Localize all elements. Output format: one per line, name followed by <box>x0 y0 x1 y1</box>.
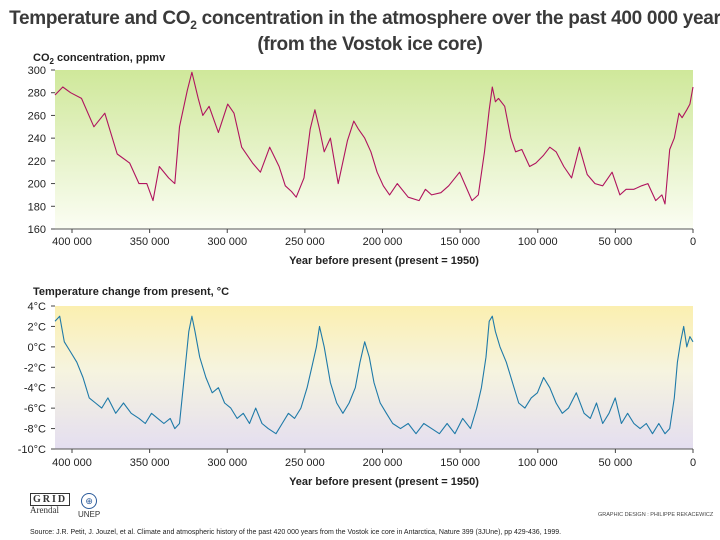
title-text-a: Temperature and CO <box>9 8 191 29</box>
temp-x-tick-label: 100 000 <box>518 457 558 469</box>
grid-arendal-logo: GRID Arendal <box>30 493 71 515</box>
temp-plot-background <box>55 306 693 449</box>
co2-series-line <box>54 71 694 205</box>
co2-x-tick-label: 150 000 <box>440 236 480 248</box>
temp-y-tick-label: 0°C <box>28 342 47 354</box>
co2-ylabel-subscript: 2 <box>49 57 54 67</box>
temp-y-tick-label: -2°C <box>24 362 46 374</box>
arendal-logo-text: Arendal <box>30 505 59 515</box>
graphic-design-credit: GRAPHIC DESIGN : PHILIPPE REKACEWICZ <box>598 512 714 518</box>
temp-y-tick-label: -6°C <box>24 403 46 415</box>
temp-x-axis-title: Year before present (present = 1950) <box>289 476 479 488</box>
co2-y-tick-label: 260 <box>28 110 46 122</box>
co2-x-tick-label: 100 000 <box>518 236 558 248</box>
grid-logo-text: GRID <box>30 493 71 506</box>
temp-y-tick-label: 4°C <box>28 301 47 313</box>
co2-x-tick-label: 300 000 <box>207 236 247 248</box>
temp-x-tick-label: 150 000 <box>440 457 480 469</box>
co2-ylabel-text-a: CO <box>33 52 50 64</box>
temp-x-tick-label: 0 <box>690 457 696 469</box>
temp-x-tick-label: 200 000 <box>363 457 403 469</box>
co2-y-axis-label: CO2 concentration, ppmv <box>33 52 165 66</box>
temp-y-tick-label: -4°C <box>24 383 46 395</box>
co2-y-tick-label: 280 <box>28 88 46 100</box>
temp-y-axis-label: Temperature change from present, °C <box>33 286 230 298</box>
co2-y-tick-label: 160 <box>28 224 46 236</box>
co2-x-tick-label: 200 000 <box>363 236 403 248</box>
title-text-b: concentration in the atmosphere over the… <box>196 8 720 29</box>
temp-y-tick-label: 2°C <box>28 321 47 333</box>
temp-x-tick-label: 50 000 <box>599 457 633 469</box>
source-citation: Source: J.R. Petit, J. Jouzel, et al. Cl… <box>30 529 562 536</box>
un-emblem-icon: ⊕ <box>81 493 98 509</box>
co2-x-tick-label: 250 000 <box>285 236 325 248</box>
temperature-chart: 4°C 2°C 0°C -2°C -4°C -6°C -8°C -10°C 400 000 350… <box>18 301 696 488</box>
title-subscript: 2 <box>190 17 197 32</box>
temp-x-tick-label: 250 000 <box>285 457 325 469</box>
co2-y-tick-label: 220 <box>28 156 46 168</box>
unep-logo: ⊕ UNEP <box>78 493 100 519</box>
co2-y-tick-label: 300 <box>28 65 46 77</box>
unep-logo-text: UNEP <box>78 510 101 519</box>
co2-y-tick-label: 240 <box>28 133 46 145</box>
temp-series-line <box>54 315 694 435</box>
co2-x-tick-label: 400 000 <box>52 236 92 248</box>
co2-plot-background <box>55 70 693 229</box>
co2-y-tick-label: 200 <box>28 179 46 191</box>
temp-x-tick-label: 300 000 <box>207 457 247 469</box>
temp-y-tick-label: -8°C <box>24 424 46 436</box>
temp-x-tick-label: 400 000 <box>52 457 92 469</box>
co2-chart: 300 280 260 240 220 200 180 160 400 000 350 000 30… <box>28 65 696 267</box>
co2-y-tick-label: 180 <box>28 201 46 213</box>
chart-title: Temperature and CO2 concentration in the… <box>0 8 720 32</box>
temp-y-tick-label: -10°C <box>18 444 46 456</box>
co2-x-tick-label: 350 000 <box>130 236 170 248</box>
co2-x-tick-label: 0 <box>690 236 696 248</box>
co2-x-axis-title: Year before present (present = 1950) <box>289 255 479 267</box>
co2-x-tick-label: 50 000 <box>599 236 633 248</box>
co2-ylabel-text-b: concentration, ppmv <box>53 52 166 64</box>
chart-subtitle: (from the Vostok ice core) <box>257 34 483 55</box>
temp-x-tick-label: 350 000 <box>130 457 170 469</box>
